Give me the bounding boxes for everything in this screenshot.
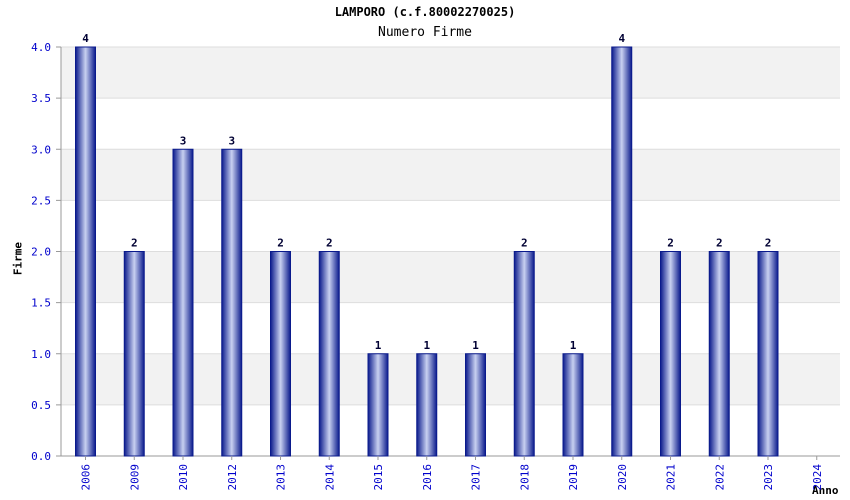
x-tick-label: 2023 xyxy=(762,464,775,491)
data-label-2017: 1 xyxy=(472,339,479,352)
x-tick-label: 2024 xyxy=(811,464,824,491)
data-label-2016: 1 xyxy=(423,339,430,352)
x-tick-label: 2006 xyxy=(80,464,93,491)
grid-band xyxy=(61,47,840,99)
bar-2010 xyxy=(172,148,194,457)
bar-2017 xyxy=(465,353,486,457)
x-tick-label: 2022 xyxy=(713,464,726,491)
y-tick-label: 0.0 xyxy=(31,450,51,463)
x-tick-label: 2018 xyxy=(518,464,531,491)
x-tick-label: 2021 xyxy=(665,464,678,491)
bar-2020 xyxy=(611,46,633,457)
y-tick-label: 1.5 xyxy=(31,297,51,310)
y-tick-label: 3.0 xyxy=(31,143,51,156)
bar-2015 xyxy=(367,353,389,457)
bar-2021 xyxy=(660,251,681,457)
x-tick-label: 2009 xyxy=(128,464,141,491)
data-label-2010: 3 xyxy=(180,134,187,147)
data-label-2019: 1 xyxy=(570,339,577,352)
bar-2006 xyxy=(75,46,96,457)
x-tick-label: 2020 xyxy=(616,464,629,491)
data-label-2023: 2 xyxy=(765,237,772,250)
x-tick-label: 2017 xyxy=(470,464,483,491)
bar-2012 xyxy=(221,148,243,457)
bar-2009 xyxy=(123,251,145,457)
bar-2013 xyxy=(270,251,291,457)
data-label-2013: 2 xyxy=(277,237,284,250)
data-label-2009: 2 xyxy=(131,237,138,250)
data-label-2015: 1 xyxy=(375,339,382,352)
bar-2018 xyxy=(513,251,535,457)
chart-subtitle: Numero Firme xyxy=(378,25,472,40)
y-tick-label: 2.5 xyxy=(31,194,51,207)
bar-2016 xyxy=(416,353,438,457)
data-label-2014: 2 xyxy=(326,237,333,250)
y-tick-label: 3.5 xyxy=(31,92,51,105)
data-label-2006: 4 xyxy=(82,32,89,45)
data-label-2022: 2 xyxy=(716,237,723,250)
bar-2022 xyxy=(708,251,730,457)
x-axis-label: Anno xyxy=(812,484,839,497)
x-tick-label: 2016 xyxy=(421,464,434,491)
data-label-2012: 3 xyxy=(228,134,235,147)
y-tick-label: 1.0 xyxy=(31,348,51,361)
y-tick-label: 2.0 xyxy=(31,246,51,259)
x-tick-label: 2013 xyxy=(275,464,288,491)
x-tick-label: 2019 xyxy=(567,464,580,491)
bar-2014 xyxy=(318,251,340,457)
y-tick-label: 0.5 xyxy=(31,399,51,412)
bar-2019 xyxy=(562,353,584,457)
x-tick-label: 2012 xyxy=(226,464,239,491)
bar-2023 xyxy=(757,251,779,457)
y-tick-label: 4.0 xyxy=(31,41,51,54)
data-label-2018: 2 xyxy=(521,237,528,250)
x-tick-label: 2014 xyxy=(323,464,336,491)
x-tick-label: 2015 xyxy=(372,464,385,491)
data-label-2021: 2 xyxy=(667,237,674,250)
x-tick-label: 2010 xyxy=(177,464,190,491)
data-label-2020: 4 xyxy=(618,32,625,45)
chart-title: LAMPORO (c.f.80002270025) xyxy=(334,5,516,19)
